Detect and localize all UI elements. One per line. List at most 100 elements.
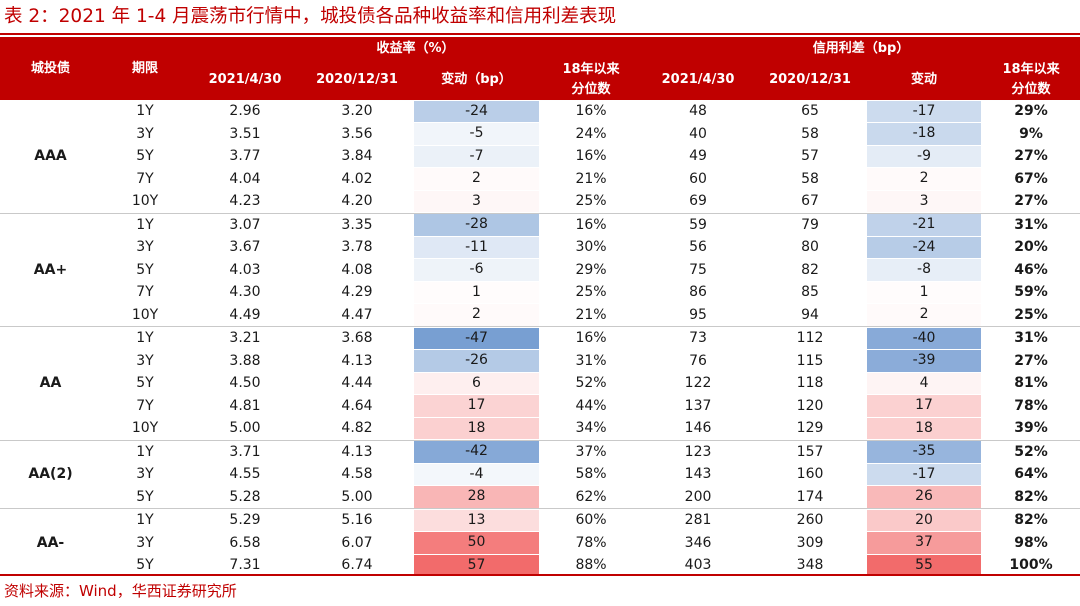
yield-change-cell: -11 [413, 236, 540, 259]
spread-2020-cell: 57 [801, 148, 819, 164]
spread-change-cell: -39 [866, 350, 982, 373]
spread-change-cell-value: 2 [867, 304, 982, 326]
term-cell: 7Y [136, 397, 154, 414]
yield-change-cell-value: 6 [414, 372, 539, 395]
source-note: 资料来源：Wind，华西证券研究所 [4, 582, 237, 600]
spread-2021-cell: 56 [689, 239, 707, 255]
yield-percentile-cell: 78% [575, 534, 607, 551]
yield-change-cell: 17 [413, 395, 540, 418]
spread-2020-cell: 94 [801, 306, 819, 323]
yield-change-cell-value: 2 [414, 168, 539, 190]
grade-label: AAA [34, 148, 67, 164]
table-title: 表 2：2021 年 1-4 月震荡市行情中，城投债各品种收益率和信用利差表现 [4, 6, 617, 27]
spread-change-cell-value: -40 [867, 327, 982, 350]
yield-change-cell: 57 [413, 554, 540, 577]
yield-percentile-cell: 37% [540, 439, 643, 463]
term-cell: 1Y [101, 439, 189, 463]
spread-change-cell-value: -39 [867, 350, 982, 372]
spread-percentile-cell: 81% [1014, 375, 1048, 391]
yield-change-cell: -26 [413, 350, 540, 373]
spread-2021-cell: 200 [684, 488, 712, 505]
term-cell: 3Y [136, 534, 154, 551]
yield-2021-cell: 3.67 [229, 239, 261, 255]
term-cell: 5Y [136, 488, 154, 505]
term-cell: 7Y [136, 170, 154, 187]
yield-2021-cell: 4.23 [229, 193, 261, 209]
yield-percentile-cell: 52% [575, 375, 607, 391]
spread-change-cell: -8 [866, 259, 982, 282]
spread-change-cell: 55 [866, 554, 982, 577]
header-yield-change: 变动（bp） [413, 60, 540, 100]
yield-percentile-cell: 21% [575, 170, 607, 187]
spread-2020-cell: 118 [796, 375, 824, 391]
header-spread-group: 信用利差（bp） [642, 37, 1080, 60]
table-row: AA(2) 1Y 3.71 4.13 -42 37% 123 157 -35 52% [0, 439, 1080, 509]
term-cell: 10Y [131, 193, 159, 209]
term-cell: 5Y [136, 148, 154, 164]
yield-2021-cell: 6.58 [229, 534, 261, 551]
spread-percentile-cell: 98% [1014, 534, 1048, 551]
yield-percentile-cell: 16% [575, 148, 607, 164]
spread-change-cell: 3 [866, 190, 982, 213]
grade-label: AA+ [0, 212, 101, 327]
yield-percentile-cell: 30% [575, 239, 607, 255]
yield-change-cell-value: 28 [414, 486, 539, 508]
table-row: 5Y 4.03 4.08 -6 29% 75 82 -8 46% [0, 259, 1080, 282]
spread-change-cell-value: 2 [867, 168, 982, 190]
yield-percentile-cell: 31% [575, 352, 607, 369]
header-yield-percentile: 18年以来 分位数 [540, 60, 643, 100]
yield-change-cell: 2 [413, 304, 540, 327]
spread-2020-cell: 129 [796, 420, 824, 436]
spread-2020-cell: 85 [801, 284, 819, 300]
yield-percentile-cell: 16% [575, 103, 607, 119]
spread-change-cell-value: -17 [867, 463, 982, 486]
yield-change-cell: 18 [413, 417, 540, 440]
spread-percentile-cell: 9% [1019, 125, 1043, 142]
table-row: 3Y 6.58 6.07 50 78% 346 309 37 98% [0, 532, 1080, 555]
table-row: 7Y 4.81 4.64 17 44% 137 120 17 78% [0, 395, 1080, 418]
yield-2021-cell: 4.81 [229, 397, 261, 414]
spread-2021-cell: 146 [684, 420, 712, 436]
spread-2021-cell: 137 [684, 397, 712, 414]
yield-change-cell-value: 17 [414, 395, 539, 417]
table-row: 7Y 4.04 4.02 2 21% 60 58 2 67% [0, 168, 1080, 191]
spread-percentile-cell: 25% [1014, 306, 1048, 323]
spread-change-cell-value: -9 [867, 145, 982, 168]
spread-change-cell-value: 3 [867, 190, 982, 213]
spread-change-cell: 20 [866, 508, 983, 532]
yield-2020-cell: 3.84 [341, 148, 373, 164]
yield-2020-cell: 4.64 [341, 397, 373, 414]
spread-percentile-cell: 27% [1014, 148, 1048, 164]
grade-label: AA- [0, 508, 101, 577]
yield-change-cell-value: -4 [414, 463, 539, 486]
yield-percentile-cell: 25% [575, 193, 607, 209]
spread-2021-cell: 48 [689, 103, 707, 119]
spread-percentile-cell: 82% [1014, 488, 1048, 505]
term-cell: 5Y [136, 261, 154, 278]
yield-change-cell-value: -28 [414, 214, 539, 236]
term-cell: 1Y [101, 212, 189, 236]
yield-2021-cell: 7.31 [229, 557, 261, 573]
grade-label: AA [0, 326, 101, 440]
footer-rule [0, 574, 1080, 576]
yield-2020-cell: 4.13 [341, 352, 373, 369]
yield-change-cell: 3 [413, 190, 540, 213]
spread-2020-cell: 67 [801, 193, 819, 209]
spread-change-cell-value: 55 [867, 554, 982, 577]
spread-change-cell: -17 [866, 463, 982, 486]
yield-2021-cell: 4.30 [229, 284, 261, 300]
yield-change-cell-value: 1 [414, 281, 539, 304]
yield-2020-cell: 6.07 [341, 534, 373, 551]
table-row: AA 1Y 3.21 3.68 -47 16% 73 112 -40 31% [0, 326, 1080, 440]
spread-change-cell: -21 [866, 212, 983, 236]
spread-2020-cell: 58 [801, 125, 819, 142]
header-yield-percentile-line1: 18年以来 [562, 62, 620, 77]
spread-change-cell-value: -18 [867, 123, 982, 145]
term-cell: 3Y [136, 239, 154, 255]
yield-2021-cell: 4.03 [229, 261, 261, 278]
spread-change-cell-value: -21 [867, 214, 982, 236]
yield-2020-cell: 4.20 [341, 193, 373, 209]
spread-2020-cell: 112 [754, 326, 867, 350]
spread-percentile-cell: 46% [1014, 261, 1048, 278]
table-row: 3Y 3.88 4.13 -26 31% 76 115 -39 27% [0, 350, 1080, 373]
